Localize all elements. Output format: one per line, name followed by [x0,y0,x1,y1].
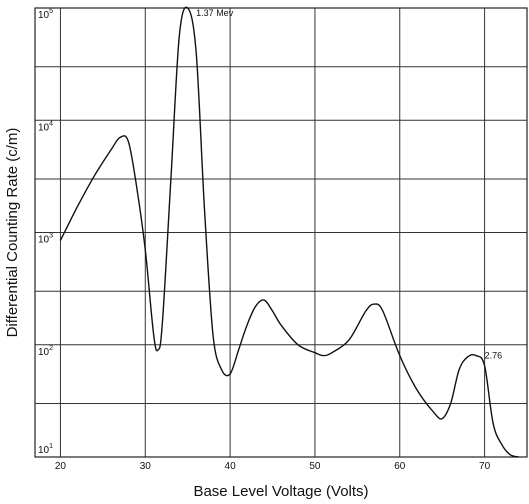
annotations: 1.37 Mev 2.76 [196,8,502,360]
x-tick-label: 20 [55,461,67,472]
x-tick-label: 60 [394,461,406,472]
y-axis-label: Differential Counting Rate (c/m) [4,128,21,338]
peak-annotation: 2.76 [485,351,503,361]
x-tick-label: 40 [225,461,237,472]
x-tick-label: 30 [140,461,152,472]
x-tick-labels: 20 30 40 50 60 70 [55,461,491,472]
y-tick-label: 102 [38,345,53,358]
series-line [59,6,519,458]
y-tick-label: 103 [38,233,53,246]
grid-lines [35,8,527,457]
plot-frame [34,7,528,458]
peak-annotation: 1.37 Mev [196,8,234,18]
x-axis-label: Base Level Voltage (Volts) [193,483,368,500]
y-tick-label: 101 [38,443,53,456]
y-tick-label: 105 [38,8,53,21]
x-tick-label: 70 [479,461,491,472]
y-tick-label: 104 [38,120,53,133]
x-tick-label: 50 [309,461,321,472]
